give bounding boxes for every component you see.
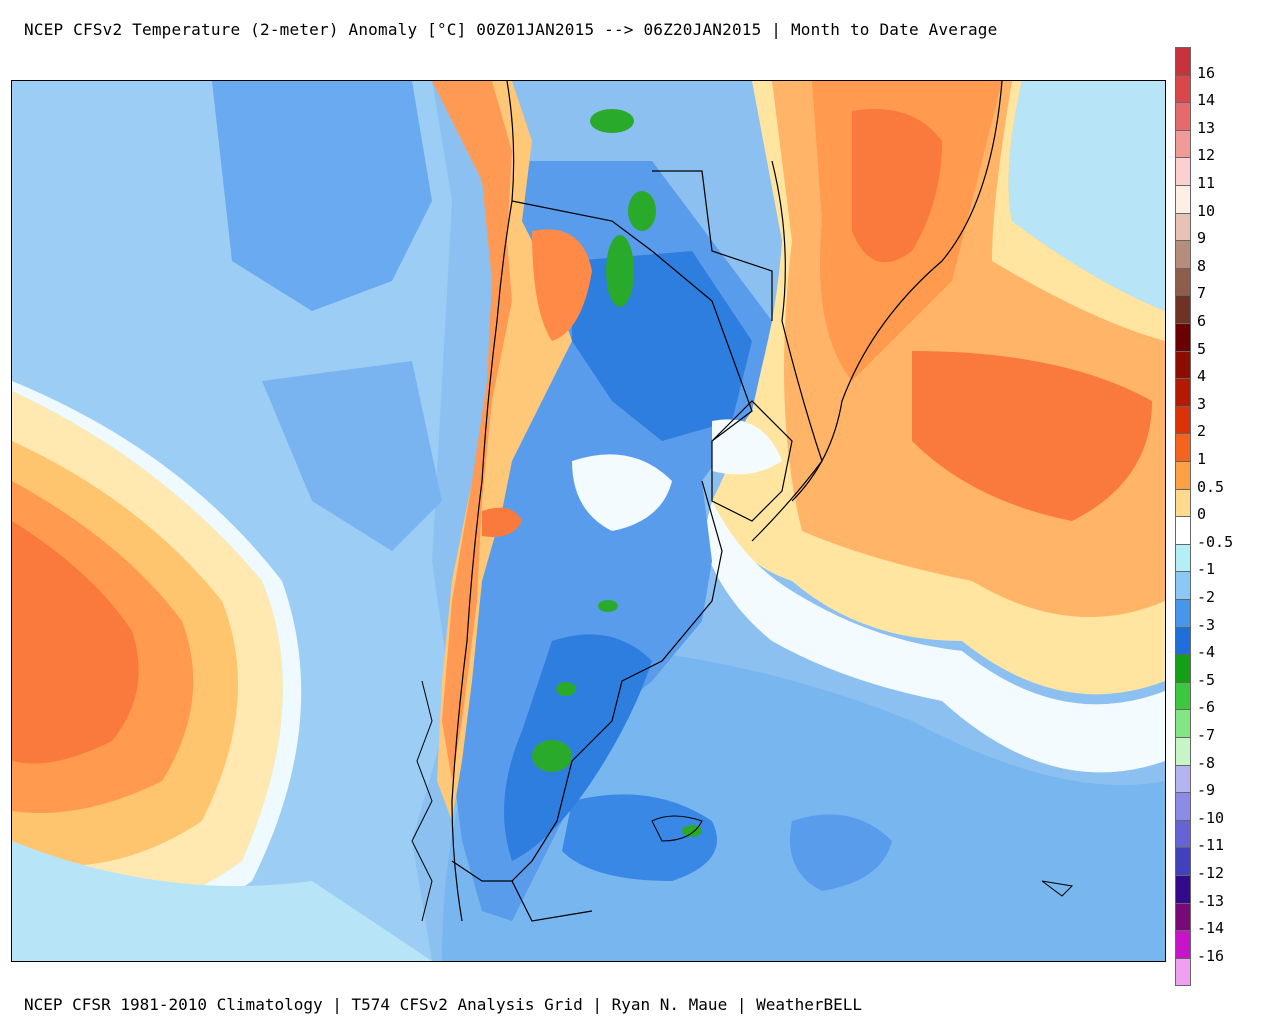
color-bar-swatch bbox=[1175, 433, 1191, 462]
color-bar-label: 10 bbox=[1197, 201, 1216, 220]
color-bar-swatch bbox=[1175, 957, 1191, 987]
color-bar-label: 8 bbox=[1197, 256, 1207, 275]
color-bar-label: -16 bbox=[1197, 946, 1225, 965]
color-bar-swatch bbox=[1175, 875, 1191, 904]
color-bar-label: -6 bbox=[1197, 698, 1216, 717]
color-bar-swatch bbox=[1175, 488, 1191, 518]
color-bar-label: 1 bbox=[1197, 450, 1207, 468]
color-bar-swatch bbox=[1175, 516, 1191, 545]
color-bar-swatch bbox=[1175, 681, 1191, 711]
color-bar-swatch bbox=[1175, 102, 1191, 131]
color-bar-swatch bbox=[1175, 350, 1191, 380]
color-bar-label: 14 bbox=[1197, 91, 1216, 110]
color-bar-label: -10 bbox=[1197, 808, 1225, 827]
color-bar-label: -9 bbox=[1197, 781, 1216, 800]
color-bar-swatch bbox=[1175, 626, 1191, 656]
color-bar-swatch bbox=[1175, 930, 1191, 959]
color-bar-swatch bbox=[1175, 185, 1191, 214]
color-bar-label: 0 bbox=[1197, 505, 1207, 524]
map-canvas bbox=[12, 81, 1165, 961]
color-bar-swatch bbox=[1175, 378, 1191, 407]
color-bar-label: -7 bbox=[1197, 726, 1216, 744]
color-bar-swatch bbox=[1175, 295, 1191, 324]
color-bar-swatch bbox=[1175, 157, 1191, 186]
color-bar-swatch bbox=[1175, 212, 1191, 242]
color-bar-swatch bbox=[1175, 654, 1191, 683]
color-bar-swatch bbox=[1175, 240, 1191, 269]
temperature-anomaly-map bbox=[11, 80, 1166, 962]
color-bar-label: -8 bbox=[1197, 753, 1216, 772]
color-bar-label: 16 bbox=[1197, 63, 1216, 82]
color-bar-swatch bbox=[1175, 323, 1191, 352]
color-bar-label: -2 bbox=[1197, 588, 1216, 606]
color-bar-label: -12 bbox=[1197, 864, 1225, 882]
color-bar-swatch bbox=[1175, 819, 1191, 849]
color-bar-label: -5 bbox=[1197, 670, 1216, 689]
color-bar-label: -3 bbox=[1197, 615, 1216, 634]
color-bar-label: -13 bbox=[1197, 891, 1225, 910]
color-bar-label: 5 bbox=[1197, 339, 1207, 358]
color-bar-swatch bbox=[1175, 461, 1191, 490]
color-bar-label: 6 bbox=[1197, 312, 1207, 330]
color-bar-swatch bbox=[1175, 599, 1191, 628]
color-bar-label: -0.5 bbox=[1197, 532, 1234, 551]
color-bar-label: 3 bbox=[1197, 394, 1207, 413]
color-bar-label: 7 bbox=[1197, 284, 1207, 303]
color-bar-swatch bbox=[1175, 129, 1191, 159]
map-title: NCEP CFSv2 Temperature (2-meter) Anomaly… bbox=[24, 20, 998, 39]
color-bar-swatch bbox=[1175, 405, 1191, 435]
color-bar-label: 13 bbox=[1197, 118, 1216, 137]
color-bar-swatch bbox=[1175, 792, 1191, 821]
color-bar-label: 12 bbox=[1197, 146, 1216, 165]
color-bar-swatch bbox=[1175, 764, 1191, 794]
color-bar-swatch bbox=[1175, 267, 1191, 297]
color-bar-label: 4 bbox=[1197, 367, 1207, 386]
color-bar-swatch bbox=[1175, 902, 1191, 932]
color-bar-swatch bbox=[1175, 543, 1191, 573]
color-bar-label: -14 bbox=[1197, 919, 1225, 938]
color-bar-label: 9 bbox=[1197, 229, 1207, 248]
color-bar-swatch bbox=[1175, 74, 1191, 104]
color-bar-label: -1 bbox=[1197, 560, 1216, 579]
color-bar-label: 0.5 bbox=[1197, 477, 1225, 496]
color-bar-label: -4 bbox=[1197, 643, 1216, 662]
color-bar-label: -11 bbox=[1197, 836, 1225, 855]
color-bar-swatch bbox=[1175, 847, 1191, 876]
color-bar-swatch bbox=[1175, 47, 1191, 76]
color-bar-label: 2 bbox=[1197, 422, 1207, 441]
color-bar-swatch bbox=[1175, 571, 1191, 600]
footer-credits: NCEP CFSR 1981-2010 Climatology | T574 C… bbox=[24, 995, 863, 1014]
color-bar-swatch bbox=[1175, 709, 1191, 738]
color-bar-swatch bbox=[1175, 737, 1191, 766]
color-bar-label: 11 bbox=[1197, 174, 1216, 192]
